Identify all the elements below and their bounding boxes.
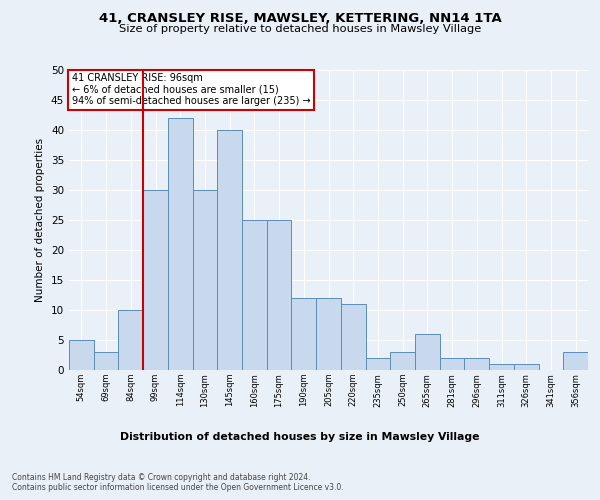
Bar bbox=[390, 352, 415, 370]
Bar bbox=[168, 118, 193, 370]
Bar bbox=[464, 358, 489, 370]
Bar bbox=[440, 358, 464, 370]
Bar bbox=[69, 340, 94, 370]
Y-axis label: Number of detached properties: Number of detached properties bbox=[35, 138, 46, 302]
Bar bbox=[193, 190, 217, 370]
Bar bbox=[489, 364, 514, 370]
Bar bbox=[365, 358, 390, 370]
Text: Size of property relative to detached houses in Mawsley Village: Size of property relative to detached ho… bbox=[119, 24, 481, 34]
Bar bbox=[415, 334, 440, 370]
Bar bbox=[292, 298, 316, 370]
Text: 41 CRANSLEY RISE: 96sqm
← 6% of detached houses are smaller (15)
94% of semi-det: 41 CRANSLEY RISE: 96sqm ← 6% of detached… bbox=[71, 73, 310, 106]
Bar bbox=[242, 220, 267, 370]
Bar bbox=[118, 310, 143, 370]
Text: Contains HM Land Registry data © Crown copyright and database right 2024.: Contains HM Land Registry data © Crown c… bbox=[12, 472, 311, 482]
Text: 41, CRANSLEY RISE, MAWSLEY, KETTERING, NN14 1TA: 41, CRANSLEY RISE, MAWSLEY, KETTERING, N… bbox=[98, 12, 502, 26]
Bar bbox=[94, 352, 118, 370]
Bar bbox=[514, 364, 539, 370]
Bar bbox=[563, 352, 588, 370]
Text: Contains public sector information licensed under the Open Government Licence v3: Contains public sector information licen… bbox=[12, 484, 344, 492]
Bar bbox=[341, 304, 365, 370]
Bar bbox=[217, 130, 242, 370]
Text: Distribution of detached houses by size in Mawsley Village: Distribution of detached houses by size … bbox=[120, 432, 480, 442]
Bar bbox=[143, 190, 168, 370]
Bar bbox=[316, 298, 341, 370]
Bar bbox=[267, 220, 292, 370]
